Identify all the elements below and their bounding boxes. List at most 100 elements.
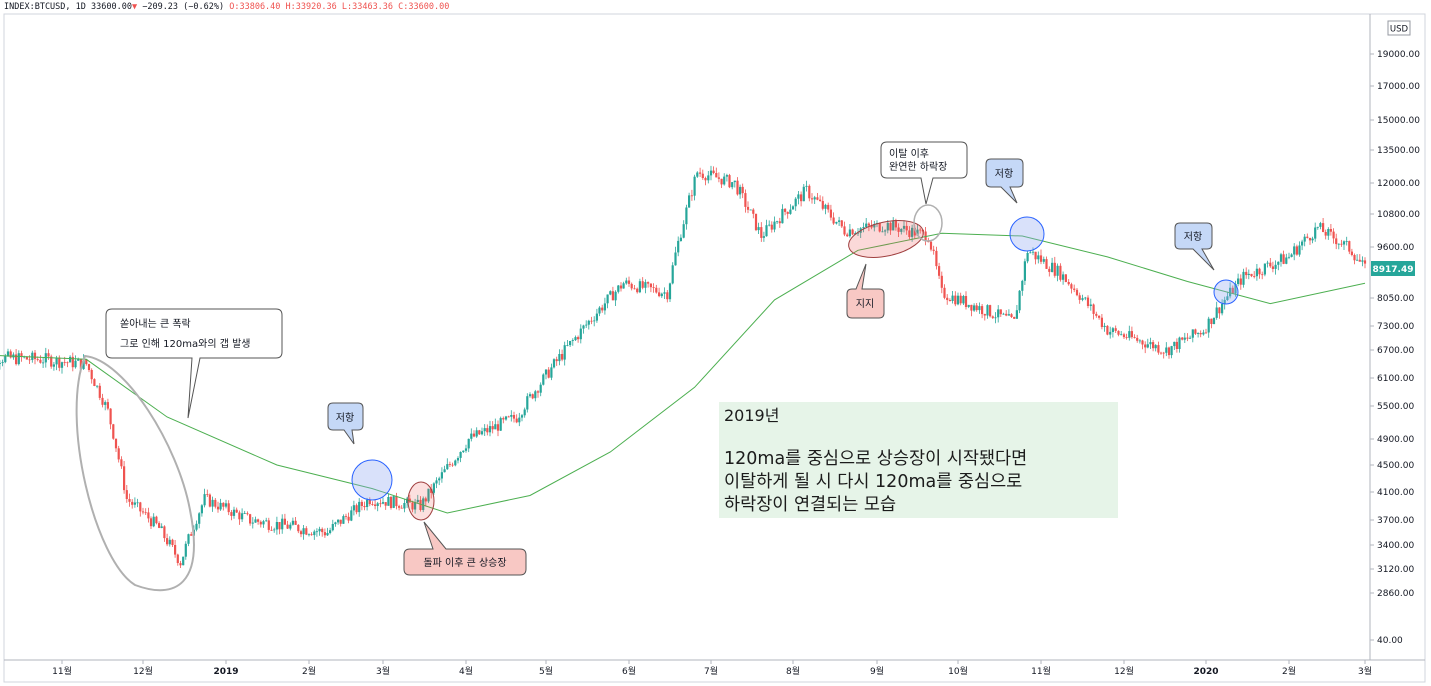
candle-body bbox=[614, 291, 617, 301]
candle-body bbox=[1237, 278, 1240, 284]
candle-body bbox=[736, 180, 739, 195]
candle-body bbox=[203, 494, 206, 506]
candle-body bbox=[671, 265, 674, 284]
resist1-circle bbox=[351, 459, 393, 501]
candle-body bbox=[579, 328, 582, 340]
candle-body bbox=[1199, 333, 1202, 335]
candle-body bbox=[440, 472, 443, 479]
price-tick-label: 19000.00 bbox=[1377, 50, 1420, 60]
candle-body bbox=[326, 533, 329, 536]
candle-body bbox=[663, 292, 666, 294]
candle-body bbox=[709, 170, 713, 176]
drop-note-line2: 그로 인해 120ma와의 갭 발생 bbox=[120, 337, 250, 350]
candle-body bbox=[717, 177, 720, 179]
candle-body bbox=[707, 175, 710, 181]
candle-body bbox=[174, 545, 177, 555]
candle-body bbox=[1018, 290, 1021, 311]
candle-body bbox=[762, 236, 765, 238]
time-tick-label: 2월 bbox=[302, 665, 316, 677]
candle-body bbox=[1109, 331, 1112, 335]
candle-body bbox=[1111, 328, 1114, 332]
candle-body bbox=[1335, 238, 1338, 245]
candle-body bbox=[994, 317, 997, 319]
candle-body bbox=[1138, 340, 1141, 342]
breakdown-line1: 이탈 이후 bbox=[889, 147, 929, 160]
candle-body bbox=[1279, 254, 1283, 262]
candle-body bbox=[666, 292, 669, 300]
candle-body bbox=[975, 305, 978, 311]
candle-body bbox=[149, 518, 153, 527]
price-tick-label: 17000.00 bbox=[1377, 82, 1420, 92]
candle-body bbox=[307, 534, 311, 536]
candle-series bbox=[0, 165, 1367, 568]
candle-body bbox=[1282, 254, 1285, 264]
candle-body bbox=[889, 222, 892, 231]
candle-body bbox=[897, 227, 900, 232]
candle-body bbox=[1218, 307, 1221, 314]
candle-body bbox=[0, 363, 1, 364]
candle-body bbox=[104, 402, 107, 405]
candle-body bbox=[347, 516, 350, 521]
candle-body bbox=[168, 539, 171, 545]
candle-body bbox=[430, 488, 433, 493]
candle-body bbox=[395, 496, 398, 507]
candle-body bbox=[571, 340, 574, 341]
symbol-header: INDEX:BTCUSD, 1D 33600.00▼ −209.23 (−0.6… bbox=[4, 2, 449, 12]
candle-body bbox=[808, 185, 811, 199]
candle-body bbox=[1255, 268, 1258, 277]
candle-body bbox=[908, 230, 911, 237]
candle-body bbox=[1293, 246, 1296, 255]
candle-body bbox=[131, 501, 134, 505]
resist3-label: 저항 bbox=[1184, 231, 1202, 243]
candle-body bbox=[715, 173, 718, 178]
candle-body bbox=[273, 529, 276, 531]
candle-body bbox=[668, 283, 672, 300]
candle-body bbox=[112, 424, 115, 439]
candle-body bbox=[1078, 295, 1081, 300]
candle-body bbox=[690, 195, 693, 197]
candle-body bbox=[299, 531, 303, 535]
currency-label: USD bbox=[1390, 25, 1409, 35]
candle-body bbox=[916, 229, 919, 236]
time-tick-label: 7월 bbox=[704, 665, 718, 677]
candle-body bbox=[1322, 223, 1325, 232]
candle-body bbox=[1324, 232, 1327, 236]
candle-body bbox=[884, 230, 887, 232]
candle-body bbox=[633, 288, 636, 290]
candle-body bbox=[376, 503, 379, 506]
candle-body bbox=[1316, 226, 1319, 228]
price-tick-label: 3120.00 bbox=[1377, 565, 1414, 575]
time-tick-label: 2월 bbox=[1282, 665, 1296, 677]
candle-body bbox=[902, 225, 906, 229]
candle-body bbox=[1086, 297, 1090, 306]
candle-body bbox=[760, 227, 763, 238]
candle-body bbox=[986, 305, 989, 316]
candle-body bbox=[1207, 318, 1210, 333]
resist1-callout: 저항 bbox=[327, 402, 364, 445]
candle-body bbox=[566, 345, 569, 346]
candle-body bbox=[128, 499, 131, 502]
candle-body bbox=[991, 316, 994, 318]
candle-body bbox=[478, 430, 481, 435]
candle-body bbox=[956, 295, 960, 305]
candle-body bbox=[630, 283, 633, 289]
candle-body bbox=[1250, 273, 1253, 277]
candle-body bbox=[1170, 346, 1173, 356]
price-tick-label: 10800.00 bbox=[1377, 210, 1420, 220]
time-tick-label: 8월 bbox=[786, 665, 800, 677]
candle-body bbox=[677, 240, 680, 253]
candle-body bbox=[155, 516, 158, 524]
candle-body bbox=[50, 356, 53, 367]
ma120-line bbox=[0, 232, 1366, 514]
candle-body bbox=[569, 341, 572, 346]
candle-body bbox=[865, 223, 868, 227]
candle-body bbox=[339, 519, 342, 524]
candle-body bbox=[96, 385, 99, 387]
candle-body bbox=[1051, 262, 1054, 272]
candle-body bbox=[9, 351, 12, 358]
currency-box[interactable] bbox=[1387, 20, 1411, 36]
candle-body bbox=[1298, 245, 1301, 255]
candle-body bbox=[470, 433, 473, 439]
candle-body bbox=[1285, 257, 1288, 264]
